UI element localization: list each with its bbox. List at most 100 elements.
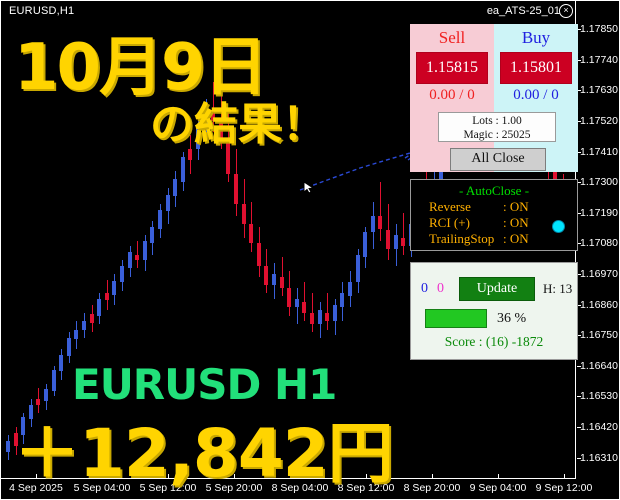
candle-body <box>173 179 178 197</box>
candle-body <box>317 310 322 325</box>
candle-body <box>203 109 208 130</box>
candle-body <box>135 254 140 261</box>
time-tick-label: 8 Sep 12:00 <box>337 482 395 494</box>
candle-body <box>363 232 368 258</box>
candle-body <box>370 215 375 233</box>
autoclose-row[interactable]: Reverse: ON <box>411 199 577 215</box>
candle-body <box>272 274 276 286</box>
candle-body <box>188 148 193 160</box>
time-tick <box>432 474 433 479</box>
h-value-label: H: 13 <box>543 281 573 296</box>
candle-body <box>355 254 360 283</box>
candle-body <box>66 337 71 357</box>
price-tick <box>577 182 581 184</box>
candle-body <box>393 235 398 249</box>
price-tick-label: 1.17630 <box>580 84 618 97</box>
lots-label: Lots : 1.00 <box>472 115 522 127</box>
lots-magic-box[interactable]: Lots : 1.00 Magic : 25025 <box>438 112 556 142</box>
counter-blue: 0 <box>421 281 428 296</box>
candle-body <box>28 404 33 419</box>
price-tick-label: 1.17080 <box>580 237 618 250</box>
candle-body <box>127 251 132 269</box>
candle-body <box>332 304 337 322</box>
candle-body <box>249 223 254 244</box>
candle-body <box>325 312 330 322</box>
candle-wick <box>380 182 382 241</box>
time-tick-label: 9 Sep 04:00 <box>469 482 527 494</box>
candle-body <box>302 301 307 313</box>
price-tick <box>577 396 581 398</box>
price-tick <box>577 304 581 306</box>
price-tick <box>577 365 581 367</box>
time-tick-label: 8 Sep 20:00 <box>403 482 461 494</box>
candle-body <box>158 210 162 230</box>
time-tick-label: 8 Sep 04:00 <box>271 482 329 494</box>
candle-body <box>287 287 292 308</box>
autoclose-row[interactable]: TrailingStop: ON <box>411 231 577 247</box>
candle-body <box>340 293 345 308</box>
close-icon[interactable]: × <box>559 4 573 18</box>
price-tick-label: 1.16420 <box>580 420 618 433</box>
candle-body <box>82 321 86 330</box>
candle-body <box>89 314 94 323</box>
overlay-headline-result: の結果！ <box>150 99 326 150</box>
price-tick <box>577 151 581 153</box>
mouse-cursor-icon <box>303 181 315 194</box>
progress-bar <box>425 309 487 328</box>
sell-price-button[interactable]: 1.15815 <box>416 52 488 84</box>
candle-body <box>211 112 216 122</box>
autoclose-row-key: RCI (+) <box>429 215 470 230</box>
candle-body <box>279 276 284 288</box>
price-tick-label: 1.17740 <box>580 53 618 66</box>
time-tick-label: 4 Sep 2025 <box>9 482 63 494</box>
sell-label: Sell <box>438 28 466 47</box>
buy-price-button[interactable]: 1.15801 <box>500 52 572 84</box>
status-led-icon <box>552 220 565 233</box>
candle-body <box>142 240 147 261</box>
candle-body <box>120 265 124 283</box>
time-tick-label: 5 Sep 12:00 <box>139 482 197 494</box>
buy-column: Buy 1.15801 0.00 / 0 <box>494 24 578 172</box>
candle-body <box>234 173 238 205</box>
autoclose-row-value: : ON <box>503 199 529 214</box>
counter-pink: 0 <box>437 281 444 296</box>
price-tick-label: 1.16970 <box>580 268 618 280</box>
price-tick-label: 1.16310 <box>580 451 618 464</box>
sell-column: Sell 1.15815 0.00 / 0 <box>410 24 494 172</box>
time-tick <box>300 474 301 479</box>
time-tick-label: 9 Sep 12:00 <box>535 482 593 494</box>
candle-body <box>196 126 200 149</box>
candle-body <box>241 204 246 224</box>
time-tick <box>564 474 565 479</box>
candle-body <box>226 140 231 174</box>
autoclose-rows: Reverse: ON RCI (+): ON TrailingStop: ON <box>411 199 577 247</box>
candle-body <box>21 417 26 436</box>
price-tick <box>577 335 581 337</box>
price-tick-label: 1.16530 <box>580 390 618 403</box>
candle-body <box>165 194 170 212</box>
candle-body <box>180 157 185 183</box>
ea-name-label: ea_ATS-25_01 <box>486 5 560 17</box>
candle-body <box>401 237 406 247</box>
candle-wick <box>137 240 139 269</box>
candle-body <box>264 265 269 286</box>
candle-body <box>44 389 48 401</box>
candle-wick <box>403 212 405 255</box>
price-tick-label: 1.16860 <box>580 298 618 311</box>
candle-body <box>74 329 79 340</box>
price-tick <box>577 243 581 245</box>
update-button[interactable]: Update <box>459 277 535 301</box>
price-tick <box>577 426 581 428</box>
time-tick <box>36 474 37 479</box>
all-close-button[interactable]: All Close <box>450 148 546 171</box>
price-tick-label: 1.17410 <box>580 145 618 158</box>
candle-body <box>51 369 56 391</box>
price-tick <box>577 29 581 31</box>
autoclose-panel: - AutoClose - Reverse: ON RCI (+): ON Trai… <box>410 179 578 251</box>
candle-wick <box>327 293 329 330</box>
autoclose-row[interactable]: RCI (+) : ON <box>411 215 577 231</box>
autoclose-row-value: : ON <box>503 215 529 230</box>
candle-body <box>386 229 390 249</box>
magic-label: Magic : 25025 <box>463 129 531 141</box>
